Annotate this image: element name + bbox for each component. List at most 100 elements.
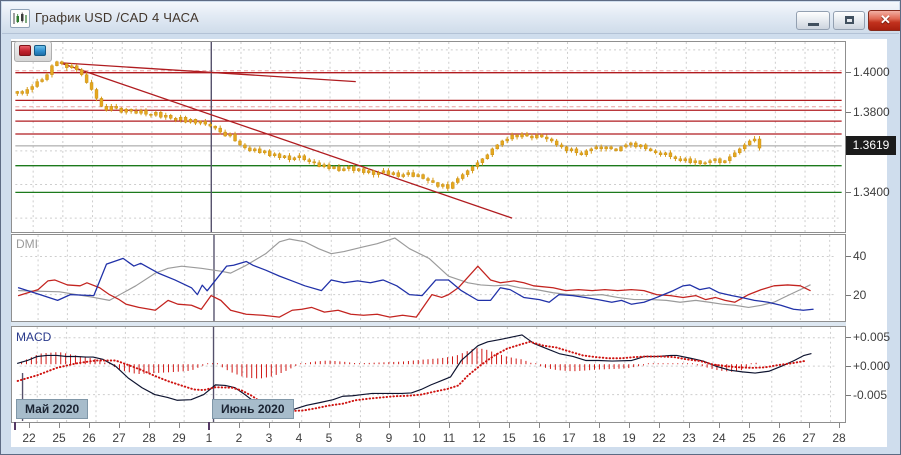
x-axis-label: 16 xyxy=(532,431,546,445)
x-axis-label: 4 xyxy=(295,431,303,445)
macd-indicator-label: MACD xyxy=(16,330,52,344)
candle-body xyxy=(228,133,232,137)
close-button[interactable]: ✕ xyxy=(868,10,900,31)
minimize-icon xyxy=(808,23,819,26)
blue-marker-button[interactable] xyxy=(34,45,46,56)
candle-body xyxy=(337,166,341,171)
candle-body xyxy=(629,142,633,146)
candle-body xyxy=(495,144,499,150)
candle-body xyxy=(203,120,208,125)
candle-body xyxy=(317,162,321,167)
dmi-axis-label: 20 xyxy=(853,288,867,302)
candle-body xyxy=(60,61,64,64)
candle-body xyxy=(357,168,361,171)
x-axis-tick xyxy=(449,423,450,428)
x-axis-label: 26 xyxy=(772,431,786,445)
candle-body xyxy=(70,65,74,68)
x-axis-tick xyxy=(329,423,330,428)
candle-body xyxy=(327,164,331,169)
x-axis-tick xyxy=(269,423,270,428)
candle-body xyxy=(287,155,292,160)
candle-body xyxy=(144,110,148,115)
macd-panel[interactable] xyxy=(11,326,846,423)
candle-body xyxy=(45,74,49,80)
candle-body xyxy=(173,118,178,121)
candle-body xyxy=(391,172,396,175)
candle-body xyxy=(342,168,346,171)
dmi-indicator-label: DMI xyxy=(16,237,38,251)
candle-body xyxy=(614,148,618,152)
candle-body xyxy=(243,144,247,149)
macd-axis-label: +0.000 xyxy=(853,359,891,373)
chart-app-icon xyxy=(10,9,30,28)
x-axis-tick xyxy=(149,423,150,428)
month-label-may: Май 2020 xyxy=(16,399,89,419)
x-axis-label: 22 xyxy=(22,431,36,445)
candle-body xyxy=(15,91,20,94)
candle-body xyxy=(322,164,326,167)
x-axis-label: 25 xyxy=(52,431,66,445)
candle-body xyxy=(604,146,608,150)
minimize-button[interactable] xyxy=(796,11,830,30)
candle-body xyxy=(233,133,237,142)
candle-body xyxy=(574,148,579,154)
candle-body xyxy=(272,153,277,156)
candle-body xyxy=(386,170,391,175)
candle-body xyxy=(609,146,613,150)
candle-body xyxy=(470,166,475,171)
x-axis-label: 25 xyxy=(742,431,756,445)
price-axis-tick xyxy=(846,112,851,113)
month-label-june: Июнь 2020 xyxy=(212,399,294,419)
dmi-panel[interactable] xyxy=(11,234,846,322)
title-bar[interactable]: График USD /CAD 4 ЧАСА ✕ xyxy=(2,2,900,34)
candle-body xyxy=(30,86,34,90)
candle-body xyxy=(84,74,89,83)
candle-body xyxy=(693,160,697,163)
candle-body xyxy=(139,110,143,114)
candle-body xyxy=(535,134,539,139)
red-marker-button[interactable] xyxy=(19,45,31,56)
candle-body xyxy=(520,133,524,138)
candle-body xyxy=(193,118,198,124)
candle-body xyxy=(89,82,94,90)
candle-body xyxy=(159,112,163,118)
x-axis-tick xyxy=(479,423,480,428)
candle-body xyxy=(742,144,747,150)
candle-body xyxy=(154,112,158,116)
minus-di-line xyxy=(17,265,811,318)
candle-body xyxy=(253,148,257,152)
x-axis-tick xyxy=(569,423,570,428)
candle-body xyxy=(451,182,455,189)
x-axis-label: 26 xyxy=(82,431,96,445)
macd-axis-label: -0.005 xyxy=(853,388,888,402)
trendline xyxy=(59,62,356,83)
candle-body xyxy=(515,134,519,138)
x-axis-month-tick xyxy=(14,422,16,430)
maximize-button[interactable] xyxy=(833,11,865,30)
x-axis-tick xyxy=(689,423,690,428)
candle-body xyxy=(381,170,386,173)
candle-body xyxy=(624,144,628,148)
candle-body xyxy=(312,161,316,164)
price-chart-panel[interactable] xyxy=(11,41,846,233)
candle-body xyxy=(426,178,430,181)
maximize-icon xyxy=(845,16,854,24)
candle-body xyxy=(475,162,480,167)
candle-body xyxy=(550,138,554,142)
x-axis-label: 10 xyxy=(412,431,426,445)
dmi-axis-tick xyxy=(846,256,851,257)
trendline xyxy=(59,62,513,219)
x-axis-label: 15 xyxy=(502,431,516,445)
candle-body xyxy=(634,142,638,148)
candle-body xyxy=(436,182,440,187)
candle-body xyxy=(540,134,544,138)
candle-body xyxy=(500,140,504,146)
x-axis-tick xyxy=(779,423,780,428)
candle-body xyxy=(648,148,653,152)
candle-body xyxy=(698,160,702,164)
candle-body xyxy=(569,148,574,152)
candle-body xyxy=(292,157,297,160)
x-axis-tick xyxy=(359,423,360,428)
candle-body xyxy=(480,158,485,163)
panel-dmi-canvas xyxy=(17,235,837,321)
